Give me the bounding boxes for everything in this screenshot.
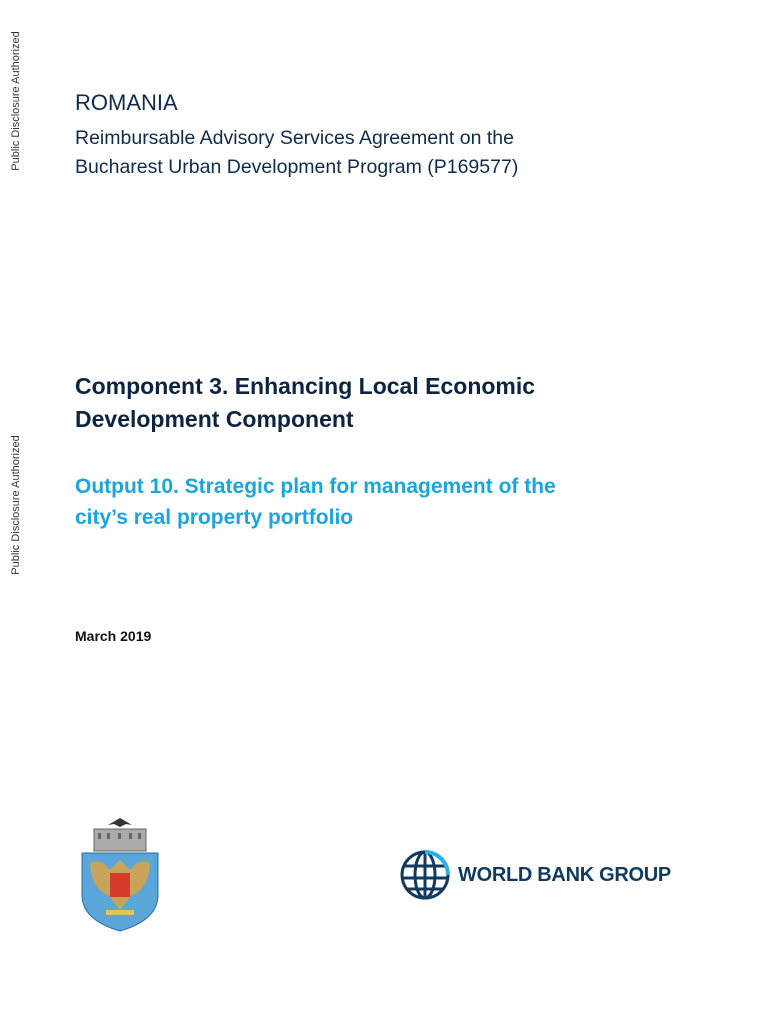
world-bank-wordmark: WORLD BANK GROUP xyxy=(458,863,671,886)
globe-icon xyxy=(400,850,450,900)
disclosure-stamp: Public Disclosure Authorized xyxy=(10,435,22,575)
bucharest-coat-of-arms-logo xyxy=(81,818,159,932)
subtitle-line: Reimbursable Advisory Services Agreement… xyxy=(75,127,514,149)
program-subtitle: Reimbursable Advisory Services Agreement… xyxy=(75,124,518,182)
output-line: city’s real property portfolio xyxy=(75,506,354,529)
disclosure-stamp: Public Disclosure Authorized xyxy=(10,31,22,171)
report-date: March 2019 xyxy=(75,628,152,644)
subtitle-line: Bucharest Urban Development Program (P16… xyxy=(75,156,519,178)
component-line: Development Component xyxy=(75,406,354,432)
component-heading: Component 3. Enhancing Local Economic De… xyxy=(75,370,535,436)
output-line: Output 10. Strategic plan for management… xyxy=(75,475,556,498)
component-line: Component 3. Enhancing Local Economic xyxy=(75,373,536,399)
world-bank-group-logo: WORLD BANK GROUP xyxy=(398,848,671,902)
country-title: ROMANIA xyxy=(75,90,178,115)
output-heading: Output 10. Strategic plan for management… xyxy=(75,471,556,533)
